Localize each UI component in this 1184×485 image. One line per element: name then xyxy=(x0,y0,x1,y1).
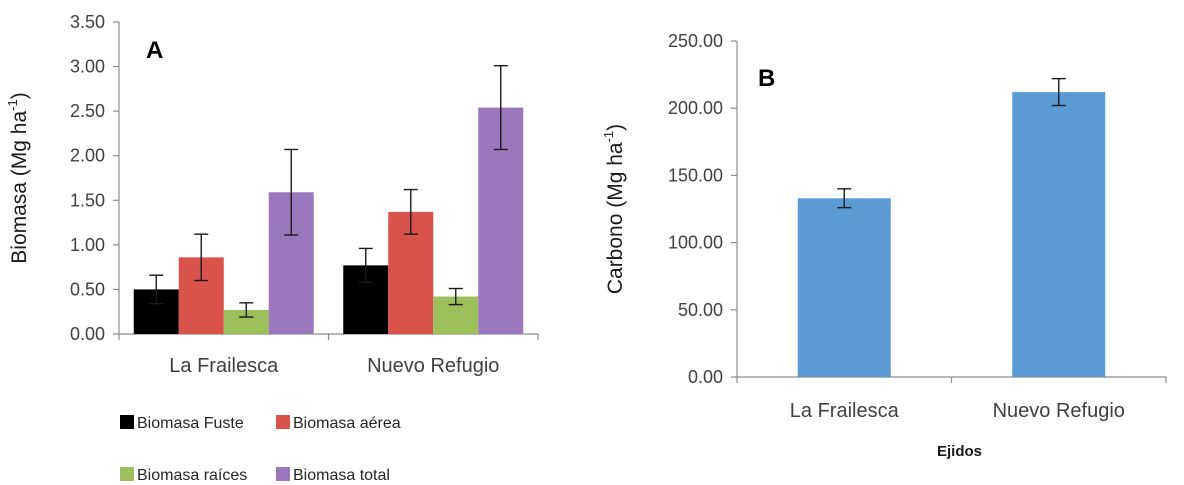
y-tick-label: 150.00 xyxy=(668,165,723,185)
y-axis-title-sup: -1 xyxy=(601,131,616,143)
y-axis-title-sup: -1 xyxy=(5,99,20,111)
panel-label: B xyxy=(758,65,775,92)
y-axis-title-main: Carbono (Mg ha xyxy=(604,142,627,294)
x-category-label: La Frailesca xyxy=(790,400,900,422)
legend-swatch xyxy=(120,415,134,429)
y-tick-label: 1.50 xyxy=(70,190,105,210)
legend-label: Biomasa aérea xyxy=(293,415,401,432)
y-tick-label: 3.50 xyxy=(70,12,105,32)
bar-b-s0-c1 xyxy=(1012,92,1106,378)
y-tick-label: 0.00 xyxy=(688,367,723,387)
y-axis-title: Biomasa (Mg ha-1) xyxy=(5,92,31,263)
y-tick-label: 2.00 xyxy=(70,146,105,166)
bar-b-s0-c0 xyxy=(797,198,891,377)
legend-swatch xyxy=(276,467,290,481)
legend-label: Biomasa raíces xyxy=(137,467,247,484)
y-axis-title-close: ) xyxy=(604,124,627,131)
error-bar xyxy=(358,247,373,283)
error-bar xyxy=(837,188,852,209)
legend-swatch xyxy=(120,467,134,481)
y-tick-label: 250.00 xyxy=(668,31,723,51)
x-category-label: Nuevo Refugio xyxy=(993,400,1125,422)
error-bar xyxy=(448,287,463,306)
y-tick-label: 100.00 xyxy=(668,233,723,253)
x-axis-title: Ejidos xyxy=(937,443,982,460)
x-category-label: La Frailesca xyxy=(169,355,279,377)
y-tick-label: 0.50 xyxy=(70,279,105,299)
y-axis-title-main: Biomasa (Mg ha xyxy=(8,111,31,264)
legend-item: Biomasa raíces xyxy=(120,467,247,484)
y-tick-label: 50.00 xyxy=(678,300,723,320)
panel-label: A xyxy=(146,37,163,64)
y-tick-label: 1.00 xyxy=(70,235,105,255)
legend-swatch xyxy=(276,415,290,429)
legend-item: Biomasa aérea xyxy=(276,415,401,432)
legend-label: Biomasa total xyxy=(293,467,390,484)
legend-item: Biomasa total xyxy=(276,467,390,484)
error-bar xyxy=(1051,77,1066,107)
error-bar xyxy=(239,302,254,318)
y-axis-title: Carbono (Mg ha-1) xyxy=(601,124,627,294)
error-bar xyxy=(194,233,209,282)
legend-item: Biomasa Fuste xyxy=(120,415,244,432)
error-bar xyxy=(403,188,418,235)
y-tick-label: 3.00 xyxy=(70,57,105,77)
error-bar xyxy=(284,148,299,236)
y-tick-label: 0.00 xyxy=(70,324,105,344)
error-bar xyxy=(149,274,164,305)
legend-label: Biomasa Fuste xyxy=(137,415,244,432)
y-tick-label: 2.50 xyxy=(70,101,105,121)
x-category-label: Nuevo Refugio xyxy=(367,355,499,377)
error-bar xyxy=(493,64,508,151)
y-tick-label: 200.00 xyxy=(668,98,723,118)
y-axis-title-close: ) xyxy=(8,92,31,99)
